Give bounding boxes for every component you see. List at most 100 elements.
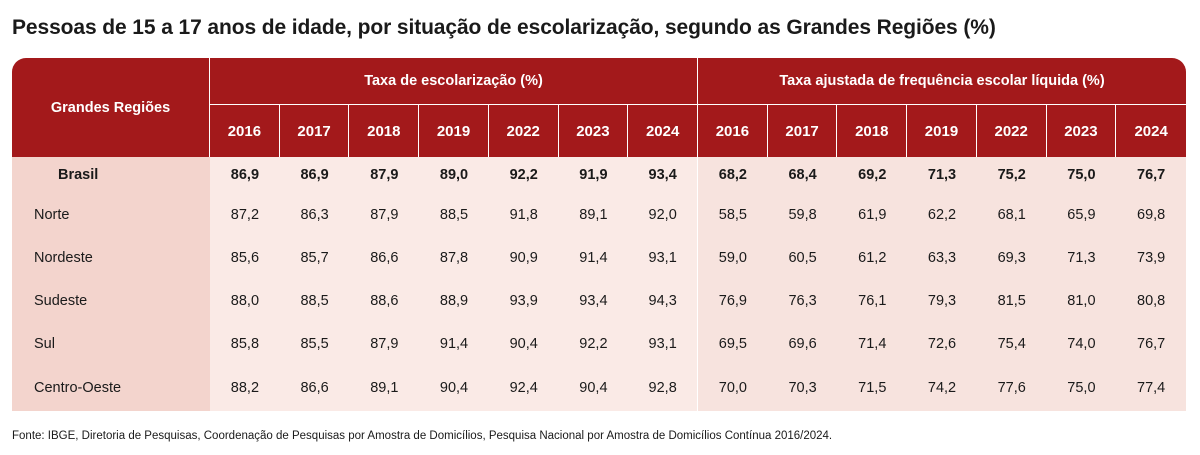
value-cell-a: 87,9 [349,322,420,365]
region-column-header: Grandes Regiões [12,58,211,157]
year-header-b-5: 2023 [1046,105,1117,157]
value-cell-a: 93,1 [628,322,699,365]
value-cell-a: 92,4 [488,365,559,411]
region-cell: Centro-Oeste [12,365,211,411]
value-cell-a: 91,8 [488,193,559,236]
region-cell: Norte [12,193,211,236]
value-cell-b: 71,3 [1046,236,1117,279]
year-header-a-1: 2017 [279,105,350,157]
table-row: Sul 85,8 85,5 87,9 91,4 90,4 92,2 93,1 69,5 69,6 7… [12,322,1186,365]
table-row: Brasil 86,9 86,9 87,9 89,0 92,2 91,9 93,4 68,2 68… [12,157,1186,193]
group-header-frequencia-liquida: Taxa ajustada de frequência escolar líqu… [698,58,1186,105]
value-cell-b: 69,8 [1116,193,1186,236]
value-cell-a: 93,9 [488,279,559,322]
value-cell-a: 85,7 [279,236,350,279]
value-cell-b: 69,3 [976,236,1047,279]
value-cell-b: 59,0 [698,236,768,279]
value-cell-a: 86,3 [279,193,350,236]
value-cell-b: 76,7 [1116,157,1186,193]
table-body: Brasil 86,9 86,9 87,9 89,0 92,2 91,9 93,4 68,2 68… [12,157,1186,411]
region-cell: Brasil [12,157,211,193]
value-cell-a: 90,4 [558,365,629,411]
value-cell-b: 71,5 [837,365,908,411]
value-cell-a: 88,6 [349,279,420,322]
value-cell-b: 70,0 [698,365,768,411]
value-cell-a: 86,6 [349,236,420,279]
region-cell: Nordeste [12,236,211,279]
value-cell-b: 65,9 [1046,193,1117,236]
year-header-b-2: 2018 [837,105,908,157]
year-header-a-6: 2024 [628,105,699,157]
value-cell-a: 89,0 [419,157,489,193]
table-row: Centro-Oeste 88,2 86,6 89,1 90,4 92,4 90,4 92,8… [12,365,1186,411]
value-cell-a: 85,8 [210,322,280,365]
value-cell-a: 87,8 [419,236,489,279]
value-cell-b: 62,2 [907,193,977,236]
value-cell-b: 75,2 [976,157,1047,193]
table-row: Sudeste 88,0 88,5 88,6 88,9 93,9 93,4 94,3 76,9 7… [12,279,1186,322]
value-cell-b: 77,4 [1116,365,1186,411]
value-cell-a: 91,9 [558,157,629,193]
table-row: Norte 87,2 86,3 87,9 88,5 91,8 89,1 92,0 58,5 59,… [12,193,1186,236]
value-cell-b: 58,5 [698,193,768,236]
value-cell-b: 76,9 [698,279,768,322]
value-cell-a: 85,5 [279,322,350,365]
region-cell: Sul [12,322,211,365]
value-cell-b: 60,5 [767,236,838,279]
value-cell-b: 76,3 [767,279,838,322]
year-header-b-6: 2024 [1116,105,1186,157]
value-cell-b: 68,4 [767,157,838,193]
value-cell-a: 90,4 [488,322,559,365]
value-cell-a: 86,6 [279,365,350,411]
value-cell-b: 69,5 [698,322,768,365]
value-cell-b: 73,9 [1116,236,1186,279]
value-cell-b: 68,2 [698,157,768,193]
value-cell-a: 93,4 [628,157,699,193]
value-cell-a: 92,2 [488,157,559,193]
region-cell: Sudeste [12,279,211,322]
year-header-b-1: 2017 [767,105,838,157]
value-cell-b: 70,3 [767,365,838,411]
value-cell-b: 81,5 [976,279,1047,322]
value-cell-a: 85,6 [210,236,280,279]
value-cell-a: 91,4 [558,236,629,279]
value-cell-a: 88,2 [210,365,280,411]
value-cell-a: 90,9 [488,236,559,279]
value-cell-a: 88,0 [210,279,280,322]
value-cell-b: 79,3 [907,279,977,322]
value-cell-a: 92,2 [558,322,629,365]
year-header-a-2: 2018 [349,105,420,157]
value-cell-b: 71,4 [837,322,908,365]
year-header-row: 2016 2017 2018 2019 2022 2023 2024 2016 2017 2018… [12,105,1186,157]
value-cell-a: 87,9 [349,157,420,193]
year-header-a-3: 2019 [419,105,489,157]
value-cell-a: 87,9 [349,193,420,236]
value-cell-b: 74,0 [1046,322,1117,365]
value-cell-b: 75,0 [1046,365,1117,411]
data-table: Grandes Regiões Taxa de escolarização (%… [12,58,1186,411]
value-cell-a: 93,1 [628,236,699,279]
value-cell-a: 86,9 [279,157,350,193]
value-cell-a: 88,5 [279,279,350,322]
value-cell-a: 94,3 [628,279,699,322]
value-cell-b: 76,7 [1116,322,1186,365]
value-cell-a: 90,4 [419,365,489,411]
value-cell-b: 75,0 [1046,157,1117,193]
value-cell-a: 91,4 [419,322,489,365]
group-header-escolarizacao: Taxa de escolarização (%) [210,58,699,105]
value-cell-a: 89,1 [349,365,420,411]
value-cell-b: 61,2 [837,236,908,279]
value-cell-a: 88,9 [419,279,489,322]
value-cell-a: 88,5 [419,193,489,236]
value-cell-a: 93,4 [558,279,629,322]
value-cell-b: 72,6 [907,322,977,365]
value-cell-b: 63,3 [907,236,977,279]
value-cell-b: 81,0 [1046,279,1117,322]
value-cell-b: 80,8 [1116,279,1186,322]
value-cell-b: 74,2 [907,365,977,411]
table-row: Nordeste 85,6 85,7 86,6 87,8 90,9 91,4 93,1 59,0… [12,236,1186,279]
value-cell-b: 69,6 [767,322,838,365]
value-cell-a: 92,8 [628,365,699,411]
value-cell-b: 68,1 [976,193,1047,236]
source-note: Fonte: IBGE, Diretoria de Pesquisas, Coo… [12,430,833,442]
